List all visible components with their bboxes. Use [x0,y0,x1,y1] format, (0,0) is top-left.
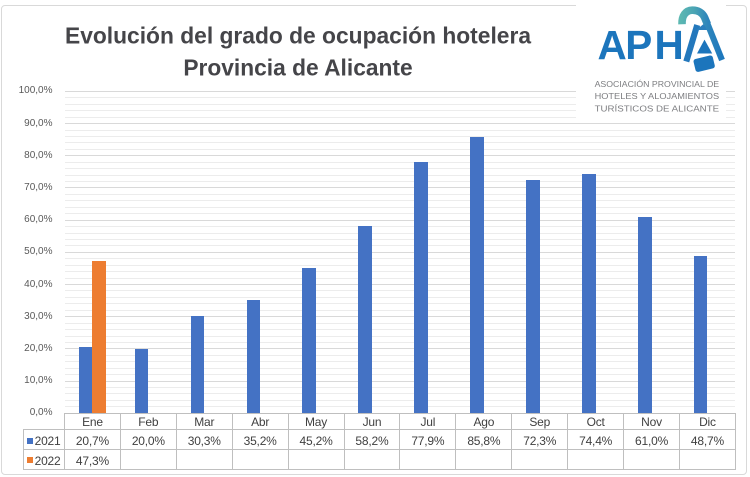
svg-text:APH: APH [598,22,684,68]
svg-text:Evolución del grado de ocupaci: Evolución del grado de ocupación hoteler… [65,23,532,49]
svg-text:HOTELES Y ALOJAMIENTOS: HOTELES Y ALOJAMIENTOS [595,91,720,101]
svg-text:TURÍSTICOS DE ALICANTE: TURÍSTICOS DE ALICANTE [595,103,720,113]
svg-text:ASOCIACIÓN PROVINCIAL DE: ASOCIACIÓN PROVINCIAL DE [595,79,720,89]
svg-text:Provincia de Alicante: Provincia de Alicante [183,55,412,81]
